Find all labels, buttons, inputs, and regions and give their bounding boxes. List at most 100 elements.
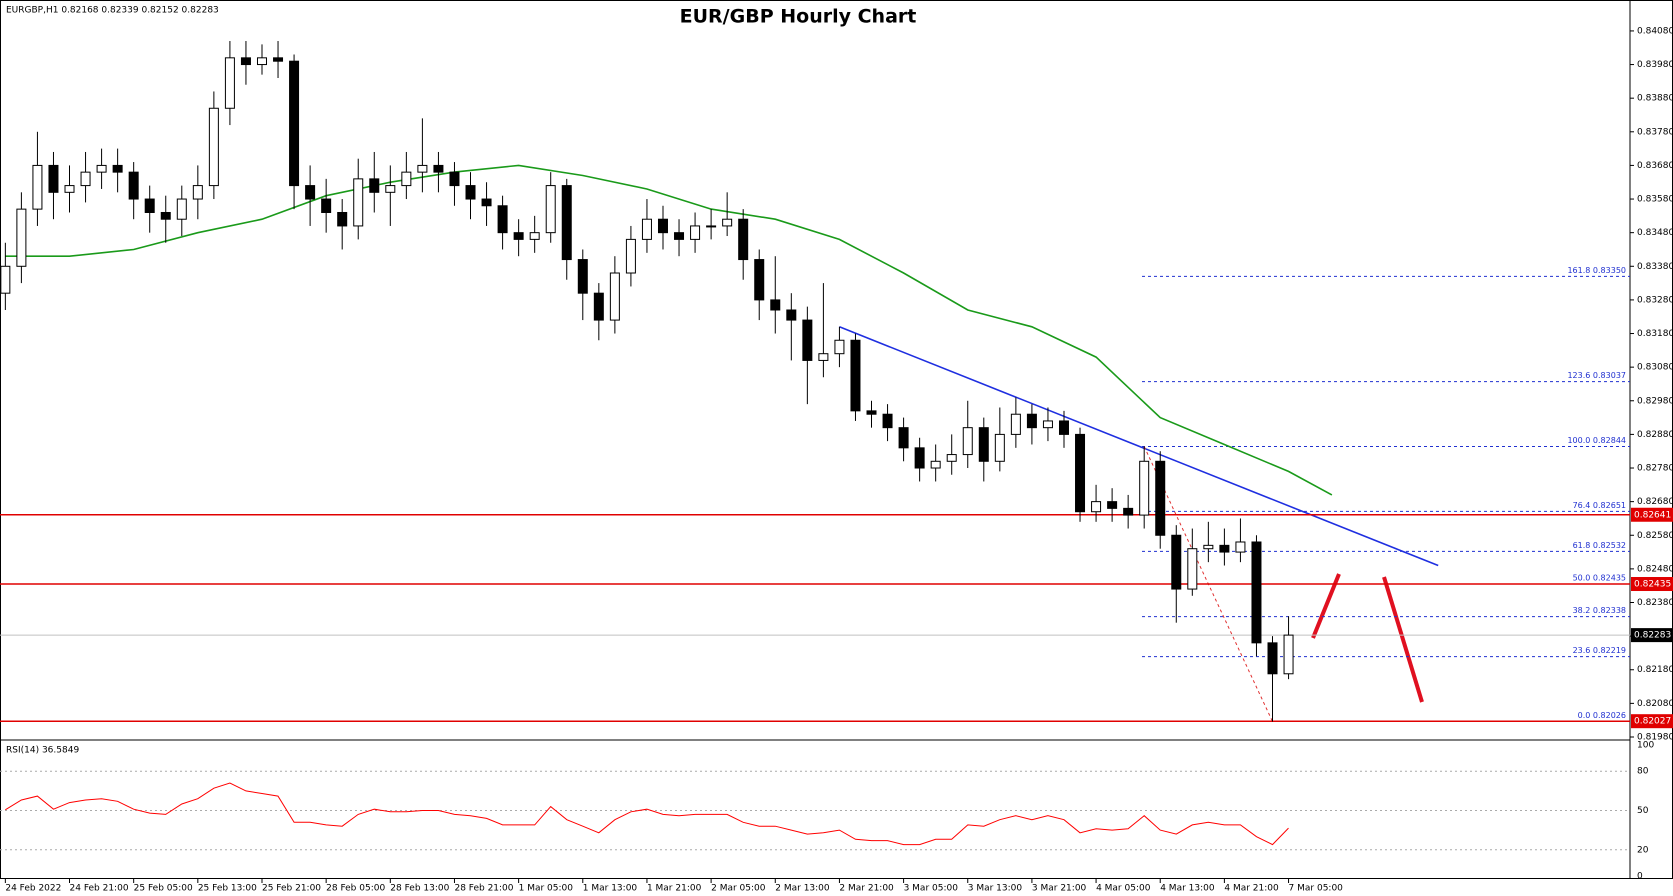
candle-body [722,218,733,227]
candle-body [754,259,765,301]
candle-body [690,225,701,240]
candle-body [1010,413,1021,435]
x-tick-label: 7 Mar 05:00 [1289,884,1344,894]
candle-body [786,309,797,321]
y-tick-label: 0.83180 [1637,329,1673,339]
candle-body [513,232,524,240]
candle-body [962,427,973,456]
y-tick-label: 0.82180 [1637,665,1673,675]
candle-body [48,164,59,193]
y-tick-label: 0.83080 [1637,363,1673,373]
x-tick-label: 24 Feb 2022 [5,884,61,894]
fib-label: 50.0 0.82435 [1573,574,1626,583]
y-tick-label: 0.83980 [1637,60,1673,70]
candle-body [289,60,300,187]
candle-body [1219,544,1230,553]
candle-body [946,454,957,462]
candle-body [1235,541,1246,553]
candle-body [641,218,652,240]
candle-body [1042,420,1053,429]
fib-label: 76.4 0.82651 [1573,501,1626,510]
candle-body [80,171,91,187]
candle-body [1187,548,1198,590]
candle-body [898,427,909,449]
candle-body [144,198,155,213]
y-tick-label: 0.83380 [1637,262,1673,272]
candle-body [1251,541,1262,644]
candle-body [1091,501,1102,513]
rsi-tick-label: 80 [1637,767,1649,777]
rsi-tick-label: 50 [1637,806,1649,816]
fib-label: 61.8 0.82532 [1573,541,1626,550]
candle-body [481,198,492,207]
x-tick-label: 25 Feb 13:00 [198,884,257,894]
candle-body [1026,413,1037,429]
candle-body [994,433,1005,462]
candle-body [497,205,508,234]
candle-body [96,164,107,173]
candle-body [1075,433,1086,513]
trendline [839,326,1439,567]
x-tick-label: 4 Mar 21:00 [1224,884,1279,894]
candle-body [1123,507,1134,516]
y-tick-label: 0.82380 [1637,598,1673,608]
candle-body [545,185,556,234]
level-label: 0.82435 [1634,580,1671,590]
candle-body [385,185,396,193]
y-tick-label: 0.82080 [1637,699,1673,709]
y-tick-label: 0.83780 [1637,127,1673,137]
candle-body [882,413,893,429]
rsi-line [5,782,1289,846]
y-tick-label: 0.82680 [1637,497,1673,507]
x-tick-label: 4 Mar 05:00 [1096,884,1151,894]
candle-body [802,319,813,361]
current-label: 0.82283 [1634,631,1671,641]
candle-body [321,198,332,213]
y-tick-label: 0.83280 [1637,295,1673,305]
rsi-tick-label: 20 [1637,845,1649,855]
x-tick-label: 1 Mar 21:00 [647,884,702,894]
level-box [1631,577,1673,592]
candle-body [192,185,203,200]
candle-body [561,185,572,261]
chart-title: EUR/GBP Hourly Chart [680,6,917,28]
y-tick-label: 0.82980 [1637,396,1673,406]
level-label: 0.82027 [1634,717,1671,727]
y-tick-label: 0.83880 [1637,94,1673,104]
candle-body [850,339,861,412]
fib-label: 123.6 0.83037 [1567,371,1626,380]
fib-label: 0.0 0.82026 [1578,711,1626,720]
candle-body [160,211,171,220]
candle-body [176,198,187,220]
x-tick-label: 1 Mar 05:00 [519,884,574,894]
candle-body [770,299,781,311]
candle-body [657,218,668,234]
candle-body [1139,460,1150,516]
candle-body [353,178,364,227]
x-tick-label: 28 Feb 13:00 [390,884,449,894]
candle-body [417,164,428,173]
candle-body [64,185,75,193]
candle-body [433,164,444,173]
candle-body [449,171,460,187]
candle-body [930,460,941,469]
fib-label: 100.0 0.82844 [1567,436,1626,445]
candle-body [465,185,476,200]
y-tick-label: 0.81980 [1637,732,1673,742]
candle-body [16,208,27,267]
candle-body [1107,501,1118,509]
candle-body [529,232,540,240]
y-tick-label: 0.82580 [1637,531,1673,541]
candle-body [818,353,829,361]
candle-body [305,185,316,200]
y-tick-label: 0.83680 [1637,161,1673,171]
y-tick-label: 0.82780 [1637,464,1673,474]
candle-body [273,57,284,62]
x-tick-label: 2 Mar 05:00 [711,884,766,894]
candle-body [1283,634,1294,675]
y-tick-label: 0.82480 [1637,564,1673,574]
candle-body [706,225,717,228]
candle-body [0,265,11,294]
candle-body [866,410,877,415]
